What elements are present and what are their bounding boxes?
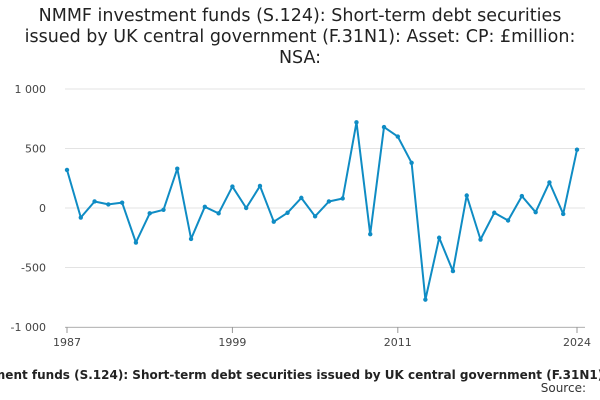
data-point <box>423 297 428 302</box>
data-point <box>547 180 552 185</box>
data-point <box>299 195 304 201</box>
y-tick-label: -500 <box>21 262 46 275</box>
source-label: Source: <box>540 381 586 395</box>
data-point <box>161 207 166 212</box>
chart-title: NMMF investment funds (S.124): Short-ter… <box>24 6 576 68</box>
data-point <box>395 134 401 139</box>
data-point <box>478 237 483 242</box>
data-point <box>561 211 566 217</box>
data-point <box>312 214 318 219</box>
data-point <box>64 167 70 173</box>
y-tick-label: 0 <box>39 202 46 215</box>
data-point <box>340 196 345 201</box>
data-point <box>436 235 442 240</box>
y-tick-label: 500 <box>25 143 46 156</box>
x-tick-label: 2011 <box>384 336 412 349</box>
data-point <box>147 211 152 216</box>
data-point <box>188 236 194 242</box>
data-point <box>409 160 414 165</box>
data-point <box>78 215 83 220</box>
x-axis-label-container: NMMF investment funds (S.124): Short-ter… <box>0 364 600 382</box>
data-point <box>92 199 97 204</box>
data-point <box>464 193 469 198</box>
data-point <box>505 218 511 223</box>
data-point <box>492 210 497 215</box>
data-point <box>574 147 580 152</box>
data-point <box>326 199 332 204</box>
data-point <box>243 205 249 211</box>
chart-title-container: NMMF investment funds (S.124): Short-ter… <box>0 6 600 69</box>
data-point <box>202 204 208 210</box>
data-point <box>533 209 538 215</box>
data-point <box>106 202 111 207</box>
series-line <box>66 121 578 301</box>
data-point <box>230 184 235 189</box>
data-point <box>175 166 180 171</box>
data-point <box>257 183 263 189</box>
data-point <box>354 120 359 125</box>
data-point <box>285 210 290 215</box>
y-tick-label: 1 000 <box>15 83 47 96</box>
data-point <box>216 211 221 216</box>
y-tick-label: -1 000 <box>11 321 46 334</box>
data-point <box>133 240 139 245</box>
x-tick-label: 1999 <box>218 336 246 349</box>
x-axis-label: NMMF investment funds (S.124): Short-ter… <box>0 368 600 382</box>
data-point <box>271 219 276 224</box>
data-point <box>450 268 456 274</box>
data-point <box>519 193 525 199</box>
x-tick-label: 2024 <box>563 336 591 349</box>
x-tick-label: 1987 <box>53 336 81 349</box>
data-point <box>368 231 373 237</box>
data-point <box>119 200 125 205</box>
data-point <box>381 124 387 130</box>
